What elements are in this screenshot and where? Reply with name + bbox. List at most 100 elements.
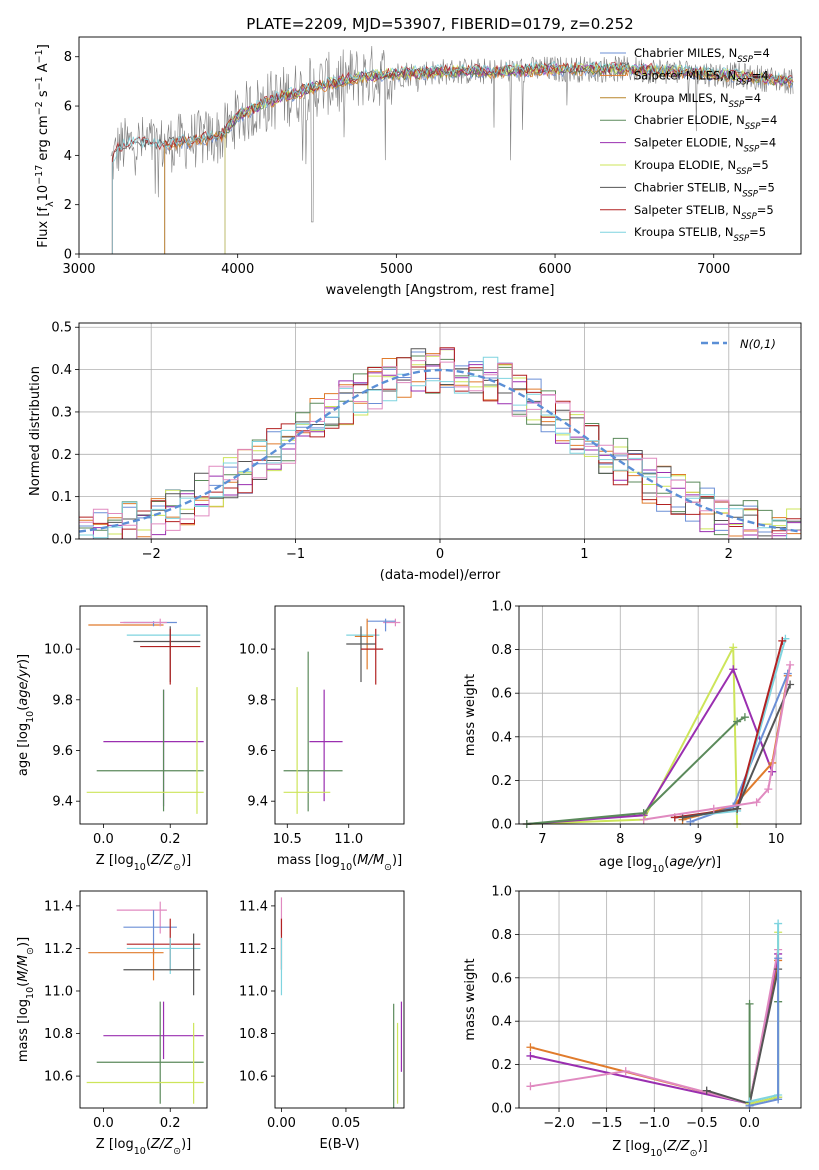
y-tick-label: 0.6	[491, 687, 512, 702]
axes-frame	[274, 890, 405, 1109]
y-tick-label: 6	[64, 100, 72, 115]
legend-entry: Salpeter ELODIE, NSSP=4	[634, 136, 776, 155]
y-tick-label: 10.6	[239, 1070, 268, 1085]
x-axis-label: age [log10(age/yr)]	[599, 855, 721, 875]
x-axis-label: Z [log10(Z/Z⊙)]	[612, 1139, 707, 1159]
y-tick-label: 10.0	[44, 643, 73, 658]
legend-entry: Chabrier ELODIE, NSSP=4	[634, 113, 777, 132]
axes-frame	[78, 322, 802, 540]
y-tick-label: 10.8	[44, 1027, 73, 1042]
y-tick-label: 0	[64, 248, 72, 263]
axes-frame	[79, 890, 208, 1109]
legend-entry: Kroupa ELODIE, NSSP=5	[634, 158, 769, 177]
legend-entry: Salpeter STELIB, NSSP=5	[634, 203, 774, 222]
y-tick-label: 0.6	[491, 971, 512, 986]
y-tick-label: 0.2	[491, 774, 512, 789]
x-tick-label: 0.05	[331, 1116, 360, 1131]
age-vs-metallicity-panel: 0.0 0.2 9.4 9.6 9.8 10.0 Z [log10(Z/Z⊙)] age [l…	[16, 605, 208, 873]
x-axis-label: (data-model)/error	[380, 568, 501, 583]
x-tick-label: −1.0	[638, 1116, 670, 1131]
data-point-marker	[740, 713, 749, 722]
y-tick-label: 0.4	[491, 730, 512, 745]
x-tick-label: 0.0	[93, 832, 114, 847]
residual-histogram-panel: −2 −1 0 1 2 0.0 0.1 0.2 0.3 0.4 0.5 N(0,1) (data-mod…	[28, 321, 802, 583]
series-line-salpeter_elodie	[526, 666, 774, 825]
y-tick-label: 0.3	[51, 405, 72, 420]
legend-entry: Kroupa STELIB, NSSP=5	[634, 225, 766, 244]
gaussian-reference-curve	[78, 368, 802, 533]
legend-entry: Chabrier STELIB, NSSP=5	[634, 180, 775, 199]
y-tick-label: 11.4	[44, 899, 73, 914]
x-tick-label: 0.2	[160, 1116, 181, 1131]
histogram-pink	[79, 354, 801, 539]
x-tick-label: 7	[538, 832, 546, 847]
y-tick-label: 0.4	[491, 1015, 512, 1030]
data-point-marker	[733, 717, 742, 726]
data-point-marker	[729, 665, 738, 674]
x-tick-label: 5000	[380, 262, 413, 277]
y-tick-label: 1.0	[491, 600, 512, 615]
x-tick-label: −1.5	[591, 1116, 623, 1131]
age-vs-mass-panel: 10.5 11.0 9.4 9.6 9.8 10.0 mass [log10(M/M⊙)]	[239, 605, 405, 873]
y-tick-label: 0.2	[51, 448, 72, 463]
y-tick-label: 0.2	[491, 1058, 512, 1073]
y-tick-label: 1.0	[491, 885, 512, 900]
data-point-marker	[526, 1043, 535, 1052]
legend-entry: Salpeter MILES, NSSP=4	[634, 68, 769, 87]
x-tick-label: 8	[616, 832, 624, 847]
x-axis-label: mass [log10(M/M⊙)]	[277, 853, 402, 873]
y-tick-label: 10.6	[44, 1070, 73, 1085]
axes-frame	[518, 605, 802, 825]
data-point-marker	[786, 660, 795, 669]
x-tick-label: 4000	[221, 262, 254, 277]
model-spectrum-kroupa_stelib	[111, 61, 793, 254]
y-tick-label: 11.2	[44, 942, 73, 957]
x-tick-label: 0.0	[93, 1116, 114, 1131]
data-point-marker	[774, 954, 783, 963]
x-tick-label: 0.2	[160, 832, 181, 847]
x-tick-label: 0.0	[739, 1116, 760, 1131]
axes-frame	[518, 890, 802, 1109]
y-tick-label: 9.4	[247, 795, 268, 810]
y-tick-label: 11.0	[44, 984, 73, 999]
y-tick-label: 11.4	[239, 899, 268, 914]
y-tick-label: 9.4	[52, 795, 73, 810]
x-tick-label: 0	[436, 547, 444, 562]
x-tick-label: 7000	[697, 262, 730, 277]
x-axis-label: wavelength [Angstrom, rest frame]	[326, 283, 555, 298]
y-tick-label: 10.0	[239, 643, 268, 658]
data-point-marker	[526, 1082, 535, 1091]
legend-entry: Kroupa MILES, NSSP=4	[634, 91, 761, 110]
y-tick-label: 0.1	[51, 490, 72, 505]
data-point-marker	[764, 785, 773, 794]
spectrum-title: PLATE=2209, MJD=53907, FIBERID=0179, z=0…	[246, 15, 633, 33]
y-axis-label: age [log10(age/yr)]	[16, 654, 36, 776]
x-tick-label: 11.0	[334, 832, 363, 847]
data-point-marker	[678, 813, 687, 822]
data-point-marker	[686, 817, 695, 826]
x-tick-label: 0.00	[267, 1116, 296, 1131]
data-point-marker	[752, 798, 761, 807]
axes-frame	[274, 605, 405, 825]
series-line-chabrier_elodie	[526, 716, 746, 825]
data-point-marker	[774, 1095, 783, 1104]
x-tick-label: −2.0	[543, 1116, 575, 1131]
mass-weight-vs-age-panel: 7 8 9 10 0.0 0.2 0.4 0.6 0.8 1.0 age [log10(age/yr…	[463, 600, 802, 875]
y-axis-label: Flux [fλ10−17 erg cm−2 s−1 A−1]	[34, 44, 56, 248]
x-axis-label: E(B-V)	[319, 1137, 359, 1152]
y-tick-label: 9.8	[52, 693, 73, 708]
y-axis-label: mass weight	[463, 674, 478, 756]
y-axis-label: Normed distribution	[28, 366, 43, 496]
data-point-marker	[709, 804, 718, 813]
x-tick-label: 1	[580, 547, 588, 562]
data-point-marker	[639, 815, 648, 824]
y-tick-label: 0.8	[491, 928, 512, 943]
spectrum-panel: 3000 4000 5000 6000 7000 0 2 4 6 8 Chabrier MILES,…	[34, 36, 802, 298]
y-tick-label: 11.2	[239, 942, 268, 957]
x-tick-label: −2	[142, 547, 161, 562]
x-tick-label: 6000	[538, 262, 571, 277]
y-tick-label: 10.8	[239, 1027, 268, 1042]
legend-entry: Chabrier MILES, NSSP=4	[634, 46, 770, 65]
series-line-kroupa_elodie	[526, 646, 739, 825]
